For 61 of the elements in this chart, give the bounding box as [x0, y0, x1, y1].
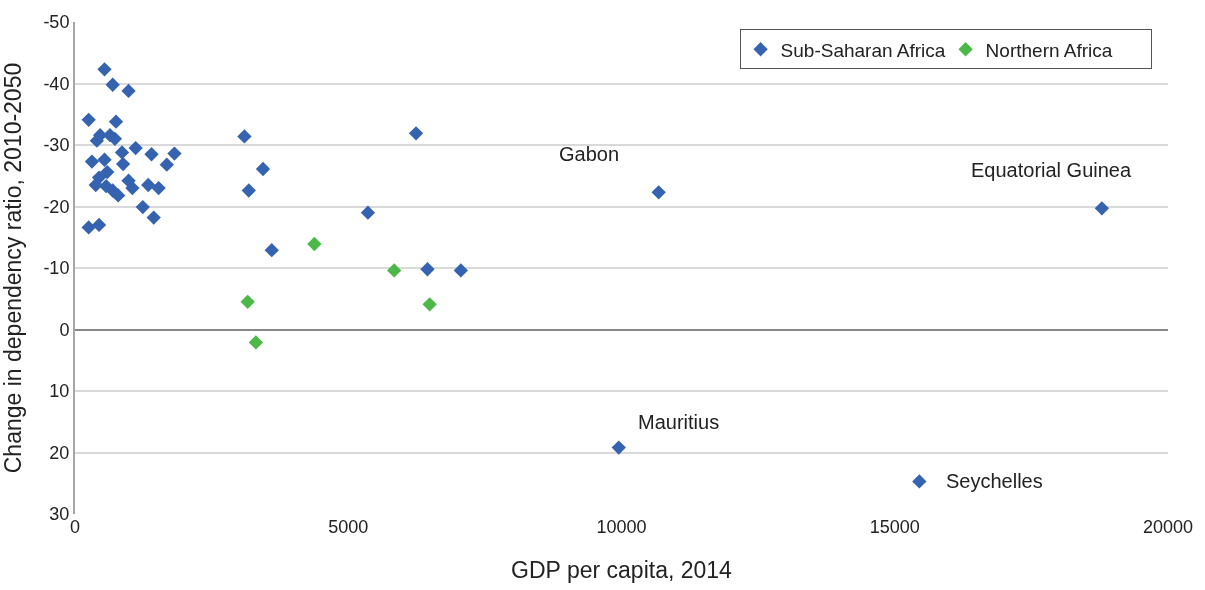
point: [135, 199, 150, 215]
y-tick-label: -10: [43, 258, 70, 279]
y-tick-label: 0: [59, 319, 70, 340]
y-tick-label: 10: [49, 381, 70, 402]
point: [115, 156, 131, 172]
point: [453, 263, 468, 278]
point: [111, 188, 126, 203]
point: [97, 62, 112, 77]
point: [420, 262, 435, 277]
point: [408, 126, 424, 141]
legend-label: Sub-Saharan Africa: [780, 39, 946, 61]
point: [144, 147, 159, 162]
annotation: Gabon: [559, 143, 620, 165]
y-tick-label: -40: [43, 73, 70, 94]
point: [248, 335, 264, 350]
point: [1094, 201, 1110, 216]
annotation: Equatorial Guinea: [971, 159, 1132, 181]
point: [108, 114, 124, 129]
point: [141, 177, 156, 193]
point: [128, 140, 143, 156]
y-tick-label: 30: [49, 504, 70, 525]
point: [97, 152, 112, 167]
point: [255, 161, 271, 177]
y-tick-label: 20: [49, 442, 70, 463]
point: [387, 263, 402, 278]
point: [240, 294, 255, 309]
point: [121, 83, 136, 99]
y-tick-label: -50: [43, 12, 70, 33]
point: [307, 236, 322, 252]
annotation: Mauritius: [638, 411, 720, 433]
y-tick-label: -20: [43, 196, 70, 217]
point: [91, 217, 107, 233]
point: [100, 164, 115, 180]
x-tick-label: 15000: [869, 517, 920, 537]
point: [360, 205, 376, 220]
point: [151, 180, 166, 196]
point: [422, 297, 437, 312]
x-tick-label: 20000: [1142, 517, 1194, 537]
x-axis-title: GDP per capita, 2014: [511, 556, 733, 583]
y-tick-label: -30: [43, 135, 70, 156]
point: [114, 145, 130, 160]
annotation: Seychelles: [946, 470, 1043, 492]
point: [912, 474, 927, 489]
point: [125, 180, 140, 196]
point: [241, 183, 256, 198]
point: [264, 243, 279, 258]
point: [84, 154, 100, 169]
point: [167, 146, 182, 161]
point: [81, 112, 96, 127]
point: [105, 77, 120, 92]
x-tick-label: 5000: [328, 517, 369, 537]
point: [237, 129, 252, 144]
point: [81, 220, 96, 235]
point: [159, 157, 174, 172]
point: [611, 440, 626, 455]
point: [146, 210, 161, 225]
point: [651, 185, 666, 200]
y-axis-title: Change in dependency ratio, 2010-2050: [0, 62, 27, 474]
legend-label: Northern Africa: [985, 39, 1113, 61]
x-tick-label: 10000: [596, 517, 647, 537]
point: [88, 177, 103, 193]
